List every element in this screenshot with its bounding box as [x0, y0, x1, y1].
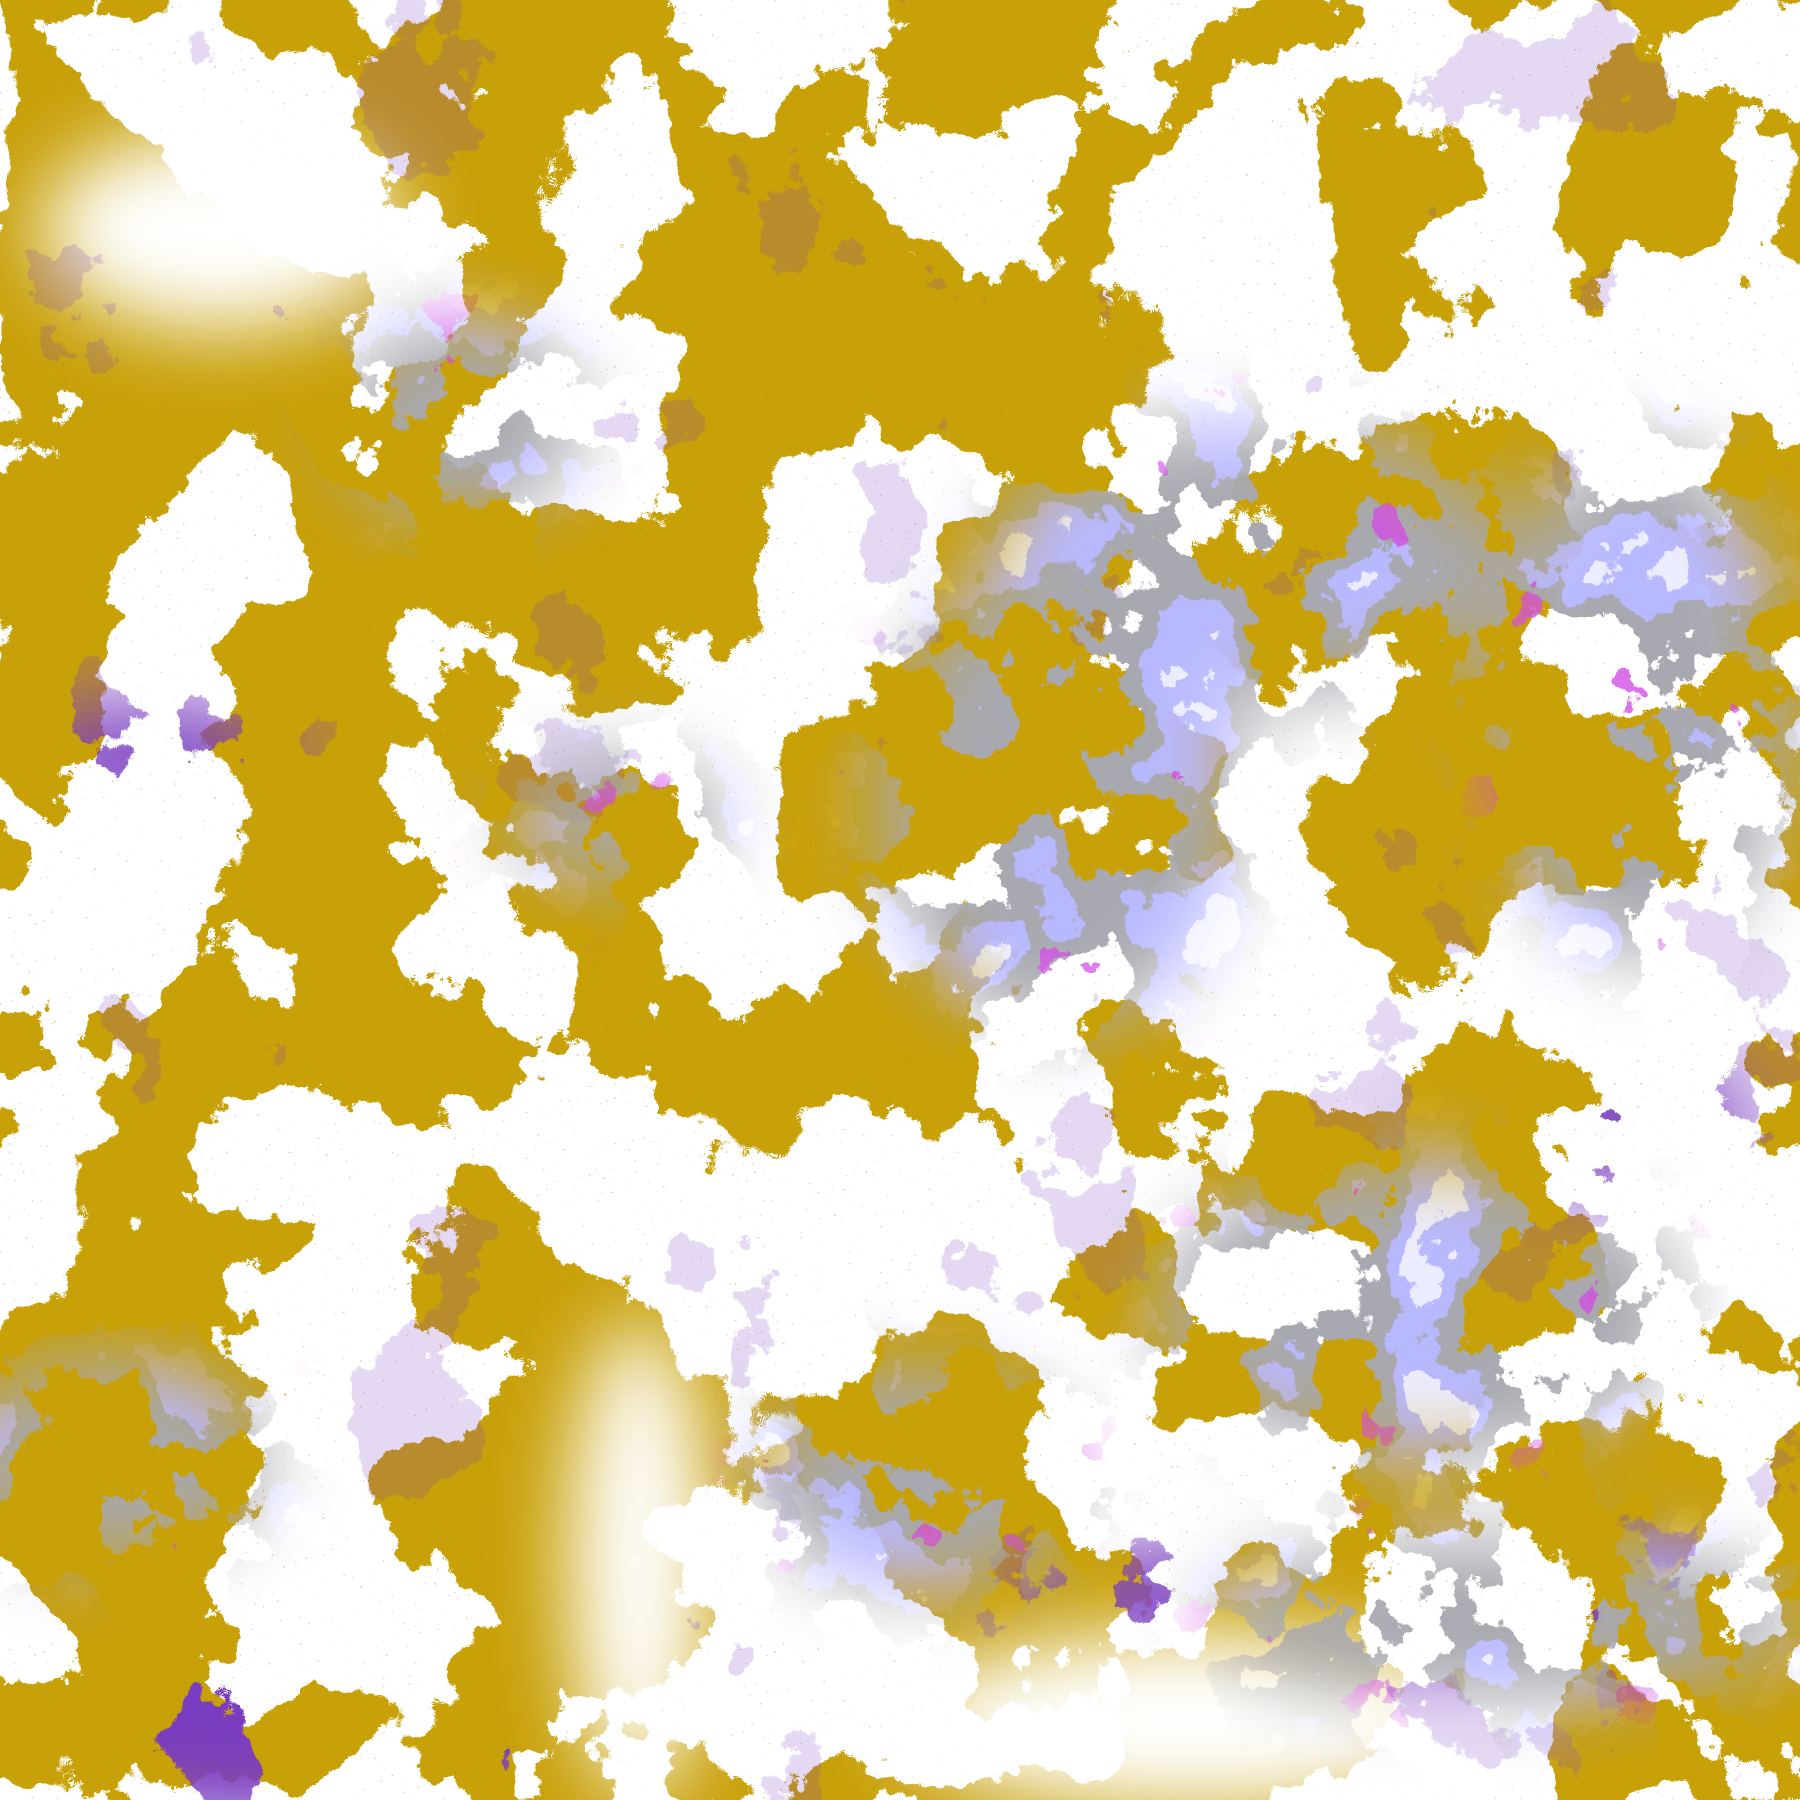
- cloud-layer: [0, 0, 1800, 1800]
- page: (() => { const data = JSON.parse(documen…: [0, 0, 1800, 1800]
- satellite-image: [0, 0, 1800, 1800]
- cloud-magenta: [0, 0, 1800, 1800]
